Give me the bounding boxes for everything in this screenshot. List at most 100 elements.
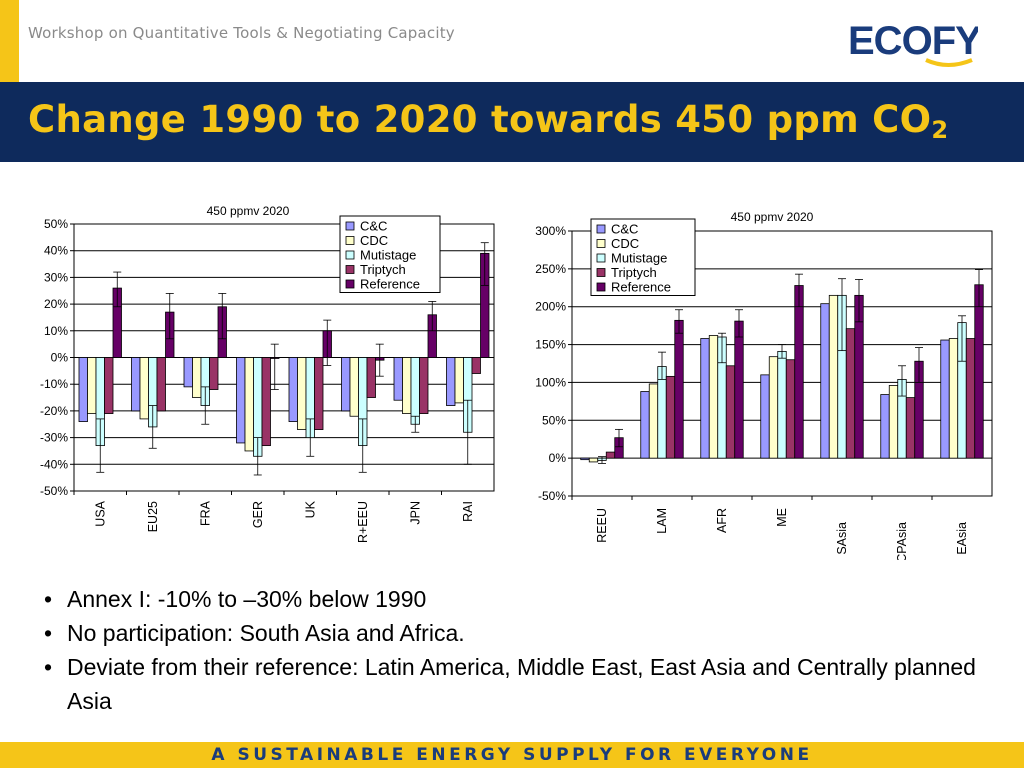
bar xyxy=(78,357,88,422)
bar xyxy=(965,338,976,459)
bar xyxy=(349,357,359,417)
svg-text:ECOFYS: ECOFYS xyxy=(848,19,978,63)
bar xyxy=(314,357,324,430)
bar xyxy=(454,357,464,404)
y-tick-label: 200% xyxy=(535,300,566,314)
bar xyxy=(297,357,307,430)
x-category-label: LAM xyxy=(655,508,669,534)
y-tick-label: 50% xyxy=(44,217,68,231)
title-band xyxy=(0,82,1024,162)
y-tick-label: -30% xyxy=(40,431,68,445)
legend-swatch xyxy=(345,265,355,274)
bar xyxy=(580,457,590,461)
x-category-label: R+EEU xyxy=(356,501,370,543)
workshop-title: Workshop on Quantitative Tools & Negotia… xyxy=(28,24,455,42)
legend-label: CDC xyxy=(360,233,388,248)
bar xyxy=(87,357,97,414)
footer-bar xyxy=(0,742,1024,768)
y-tick-label: 0% xyxy=(549,451,567,465)
y-tick-label: 150% xyxy=(535,338,566,352)
bar xyxy=(700,338,710,459)
bullet-item: • No participation: South Asia and Africa… xyxy=(44,620,465,646)
bar xyxy=(768,356,779,459)
y-tick-label: -20% xyxy=(40,404,68,418)
bar xyxy=(785,359,796,459)
bar xyxy=(905,397,916,459)
x-category-label: CPAsia xyxy=(895,522,909,560)
bar xyxy=(261,357,271,447)
bar xyxy=(794,285,804,459)
x-category-label: REEU xyxy=(595,508,609,543)
bar xyxy=(820,303,830,459)
y-tick-label: 30% xyxy=(44,270,68,284)
page-title: Change 1990 to 2020 towards 450 ppm CO2 xyxy=(28,98,948,144)
x-category-label: SAsia xyxy=(835,522,849,555)
y-tick-label: 20% xyxy=(44,297,68,311)
x-category-label: RAI xyxy=(461,501,475,522)
bar xyxy=(131,357,141,412)
footer-tagline: A SUSTAINABLE ENERGY SUPPLY FOR EVERYONE xyxy=(211,745,813,765)
legend-swatch xyxy=(596,282,606,292)
bar xyxy=(183,357,193,388)
legend-label: Triptych xyxy=(611,265,657,280)
legend-label: CDC xyxy=(611,236,639,251)
chart-title: 450 ppmv 2020 xyxy=(731,210,814,224)
bar xyxy=(605,451,616,459)
legend-swatch xyxy=(596,224,606,234)
y-tick-label: 50% xyxy=(542,413,566,427)
bar xyxy=(708,335,719,459)
bar xyxy=(393,357,403,401)
x-category-label: USA xyxy=(93,500,107,526)
y-tick-label: 300% xyxy=(535,224,566,238)
y-tick-label: 40% xyxy=(44,244,68,258)
x-category-label: UK xyxy=(303,500,317,518)
bar xyxy=(940,339,950,459)
bar xyxy=(139,357,149,420)
bullet-item: • Annex I: -10% to –30% below 1990 xyxy=(44,586,427,612)
ecofys-logo: ECOFYS xyxy=(848,14,1008,74)
bar xyxy=(657,366,667,459)
bar xyxy=(665,375,676,459)
y-tick-label: 0% xyxy=(51,351,69,365)
bar xyxy=(828,294,839,459)
bar xyxy=(446,357,456,406)
legend-label: Mutistage xyxy=(611,251,667,266)
bullet-item: • Deviate from their reference: Latin Ame… xyxy=(44,654,976,714)
legend-swatch xyxy=(345,236,355,245)
bar xyxy=(410,357,420,425)
legend-swatch xyxy=(596,239,606,248)
bar xyxy=(419,357,429,414)
x-category-label: JPN xyxy=(408,501,422,525)
bar xyxy=(640,391,650,459)
x-category-label: EAsia xyxy=(955,522,969,555)
bar xyxy=(236,357,246,444)
bar xyxy=(244,357,254,452)
x-category-label: FRA xyxy=(198,500,212,526)
legend-swatch xyxy=(596,268,606,277)
bar xyxy=(777,350,787,459)
x-category-label: EU25 xyxy=(146,501,160,532)
bullet-text: Annex I: -10% to –30% below 1990 xyxy=(67,586,427,612)
chart-title: 450 ppmv 2020 xyxy=(207,204,290,218)
bar xyxy=(880,394,890,459)
logo-mark: ECOFYS xyxy=(848,19,1008,67)
chart-annex1: 450 ppmv 2020 50% 40% 30% 20% 10% 0% -10% -20% -3… xyxy=(20,200,500,560)
bullet-text: No participation: South Asia and Africa. xyxy=(67,620,465,646)
bar xyxy=(209,357,219,390)
bar xyxy=(588,457,599,463)
bar xyxy=(974,284,984,459)
bar xyxy=(192,357,202,398)
legend-swatch xyxy=(596,253,606,263)
bar xyxy=(156,357,166,412)
bar xyxy=(648,383,659,459)
x-category-label: ME xyxy=(775,508,789,527)
bar xyxy=(402,357,412,414)
chart-non-annex1-svg: 450 ppmv 2020 300% 250% 200% 150% 100% 50% 0% -5… xyxy=(535,210,993,563)
legend-label: Reference xyxy=(360,277,420,292)
y-tick-label: -50% xyxy=(538,489,566,503)
y-tick-label: -10% xyxy=(40,377,68,391)
legend-label: Mutistage xyxy=(360,248,416,263)
bar xyxy=(674,319,684,459)
legend-swatch xyxy=(345,221,355,231)
